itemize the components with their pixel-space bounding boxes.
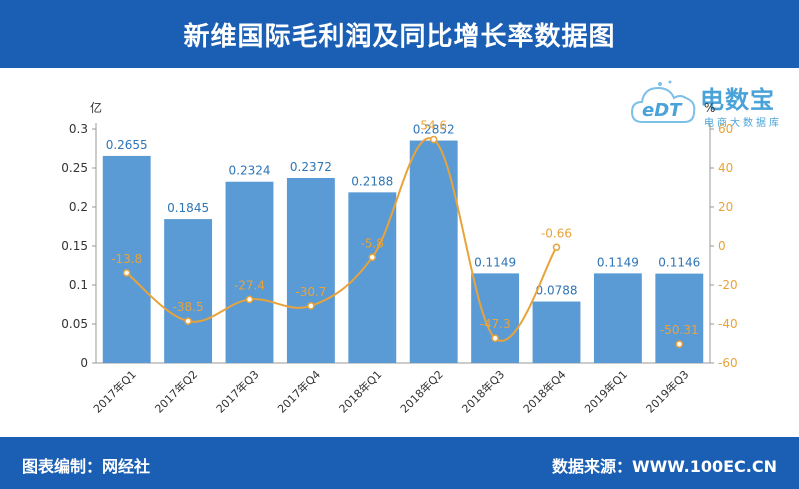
bar <box>655 273 704 363</box>
chart-title: 新维国际毛利润及同比增长率数据图 <box>183 21 616 52</box>
bar <box>164 219 213 363</box>
line-point <box>552 243 561 252</box>
right-axis-unit: % <box>704 101 715 115</box>
line-value-label: -27.4 <box>234 278 265 292</box>
line-value-label: -5.8 <box>361 236 384 250</box>
bar <box>471 273 520 363</box>
line-series <box>122 135 684 348</box>
line-point <box>429 135 438 144</box>
line-point <box>675 340 684 348</box>
bar-value-label: 0.2655 <box>106 138 148 152</box>
bar-value-label: 0.2324 <box>229 164 271 178</box>
footer-credit: 图表编制：网经社 <box>22 457 151 476</box>
logo-subtitle: 电商大数据库 <box>704 118 782 129</box>
bar-series <box>102 140 704 363</box>
line-value-label: -13.8 <box>111 252 142 266</box>
logo-brand: 电数宝 <box>700 86 775 114</box>
line-value-label: -47.3 <box>480 317 511 331</box>
x-axis-labels: 2017年Q1 2017年Q2 2017年Q3 2017年Q4 2018年Q1 2018年… <box>90 367 691 416</box>
footer-bar: 图表编制：网经社 数据来源：WWW.100EC.CN <box>0 437 799 489</box>
logo: eDT 电数宝 电商大数据库 <box>628 74 793 134</box>
header-bar: 新维国际毛利润及同比增长率数据图 <box>0 0 799 68</box>
bar-value-label: 0.1146 <box>658 256 700 270</box>
line-point <box>368 253 377 262</box>
bar-value-label: 0.1149 <box>474 255 516 269</box>
x-tick-label: 2018年Q1 <box>336 367 385 416</box>
bar <box>593 273 642 363</box>
right-tick-label: 0 <box>718 239 726 253</box>
line-point <box>245 295 254 304</box>
x-tick-label: 2017年Q4 <box>274 367 323 416</box>
right-tick-label: 40 <box>718 161 733 175</box>
x-tick-label: 2018年Q3 <box>459 367 508 416</box>
right-tick-label: -20 <box>718 278 738 292</box>
footer-source: 数据来源：WWW.100EC.CN <box>551 457 777 476</box>
left-tick-label: 0.1 <box>69 278 88 292</box>
chart: 00.050.10.150.20.250.3 -60-40-200204060 … <box>61 100 738 416</box>
right-tick-label: -60 <box>718 356 738 370</box>
x-tick-label: 2019年Q3 <box>643 367 692 416</box>
bar <box>286 177 335 363</box>
line-point <box>491 334 499 342</box>
left-tick-label: 0.25 <box>61 161 88 175</box>
left-axis: 0 0.05 0.1 0.15 0.2 0.25 0.3 <box>61 122 97 370</box>
line-point <box>307 302 315 310</box>
right-tick-label: 60 <box>718 122 733 136</box>
x-tick-label: 2017年Q3 <box>213 367 262 416</box>
bar-value-label: 0.1149 <box>597 255 639 269</box>
bar <box>225 181 274 363</box>
left-tick-label: 0.05 <box>61 317 88 331</box>
bar-value-label: 0.2188 <box>351 174 393 188</box>
bar <box>102 155 151 363</box>
line-value-label: -30.7 <box>295 285 326 299</box>
left-tick-label: 0.2 <box>69 200 88 214</box>
left-tick-label: 0 <box>80 356 88 370</box>
line-value-label: -0.66 <box>541 226 572 240</box>
bar-value-label: 0.1845 <box>167 201 209 215</box>
bar-value-label: 0.0788 <box>536 284 578 298</box>
cloud-logo-icon <box>630 80 696 123</box>
x-tick-label: 2018年Q4 <box>520 367 569 416</box>
line-value-labels: -13.8 -38.5 -27.4 -30.7 -5.8 54.6 -47.3 -0.66 -5… <box>111 119 698 338</box>
bar-value-label: 0.2852 <box>413 123 455 137</box>
left-axis-unit: 亿 <box>90 100 102 115</box>
right-tick-label: 20 <box>718 200 733 214</box>
line-value-label: -38.5 <box>173 300 204 314</box>
left-tick-label: 0.3 <box>69 122 88 136</box>
line-point <box>184 317 192 325</box>
line-point <box>122 269 131 277</box>
line-value-label: -50.31 <box>660 323 699 337</box>
logo-cloud-text: eDT <box>642 100 682 121</box>
x-tick-label: 2017年Q1 <box>90 367 139 416</box>
x-tick-label: 2018年Q2 <box>397 367 446 416</box>
line-value-label: 54.6 <box>420 119 447 133</box>
bar <box>532 301 581 363</box>
bar-value-labels: 0.2655 0.1845 0.2324 0.2372 0.2188 0.2852 0.11… <box>106 123 701 298</box>
right-tick-label: -40 <box>718 317 738 331</box>
x-tick-label: 2017年Q2 <box>152 367 201 416</box>
left-tick-label: 0.15 <box>61 239 88 253</box>
bar-value-label: 0.2372 <box>290 160 332 174</box>
x-tick-label: 2019年Q1 <box>581 367 630 416</box>
